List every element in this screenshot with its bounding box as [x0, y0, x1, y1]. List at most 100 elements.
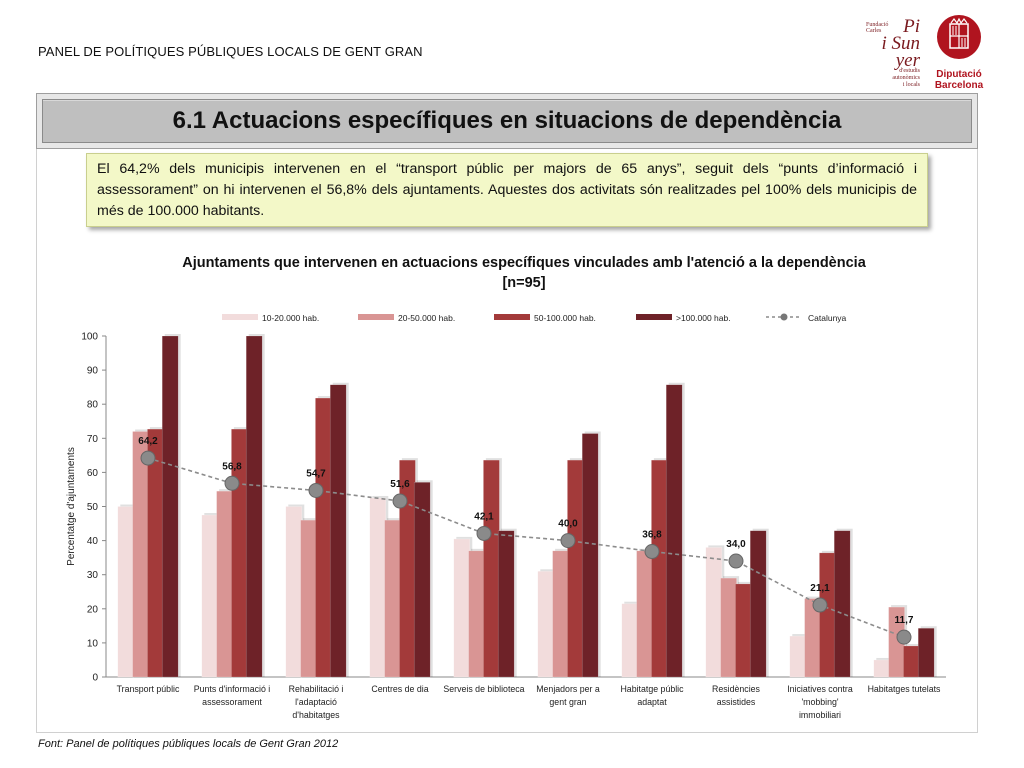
- y-tick-label: 80: [87, 400, 99, 411]
- catalunya-point-6: [560, 533, 576, 549]
- catalunya-data-label-9: 21,1: [810, 583, 830, 594]
- section-title-inner: 6.1 Actuacions específiques en situacion…: [42, 99, 972, 143]
- bar-2-8: [720, 577, 737, 678]
- bar-1-2: [201, 514, 219, 678]
- legend-label-4: >100.000 hab.: [676, 313, 731, 323]
- bar-3-10: [903, 645, 920, 678]
- x-tick-label: 'mobbing': [801, 697, 838, 707]
- catalunya-data-label-7: 36,8: [642, 530, 662, 541]
- panel-title: PANEL DE POLÍTIQUES PÚBLIQUES LOCALS DE …: [38, 44, 423, 59]
- chart-title: Ajuntaments que intervenen en actuacions…: [182, 255, 866, 271]
- bar-4-1: [161, 335, 179, 678]
- legend-swatch-3: [494, 314, 530, 320]
- fundacio-pi-sunyer-logo: Fundació Carles Pi i Sun yer d'estudis a…: [862, 16, 924, 92]
- bar-3-1: [147, 428, 164, 678]
- x-tick-label: l'adaptació: [295, 697, 337, 707]
- x-tick-label: Rehabilitació i: [289, 684, 344, 694]
- bar-1-5: [453, 538, 471, 678]
- legend-label-2: 20-50.000 hab.: [398, 313, 455, 323]
- diputacio-label: Diputació Barcelona: [934, 69, 984, 91]
- catalunya-point-2: [224, 475, 240, 491]
- catalunya-point-9: [812, 597, 828, 613]
- catalunya-point-5: [476, 525, 492, 541]
- bar-1-1: [117, 506, 135, 678]
- x-tick-label: Residències: [712, 684, 761, 694]
- bar-2-6: [552, 550, 569, 678]
- y-tick-label: 10: [87, 638, 99, 649]
- x-tick-label: assessorament: [202, 697, 262, 707]
- bar-1-9: [789, 635, 807, 678]
- bar-3-7: [651, 459, 668, 678]
- y-tick-label: 0: [92, 673, 98, 684]
- bar-4-9: [833, 530, 851, 678]
- catalunya-point-8: [728, 553, 744, 569]
- y-tick-label: 20: [87, 604, 99, 615]
- catalunya-data-label-10: 11,7: [895, 615, 914, 626]
- x-tick-label: gent gran: [549, 697, 586, 707]
- legend-label-catalunya: Catalunya: [808, 313, 847, 323]
- bar-3-3: [315, 397, 332, 678]
- catalunya-data-label-3: 54,7: [306, 468, 326, 479]
- bar-4-4: [413, 482, 431, 678]
- logo-pi-big-text: Pi i Sun yer: [881, 16, 920, 71]
- x-tick-label: adaptat: [637, 697, 667, 707]
- x-tick-label: d'habitatges: [292, 710, 340, 720]
- x-tick-label: Centres de dia: [371, 684, 428, 694]
- x-tick-label: Habitatge públic: [620, 684, 684, 694]
- y-tick-label: 30: [87, 570, 99, 581]
- legend-label-1: 10-20.000 hab.: [262, 313, 319, 323]
- dependency-actions-chart: Ajuntaments que intervenen en actuacions…: [66, 255, 946, 720]
- bar-3-8: [735, 583, 752, 678]
- summary-box: El 64,2% dels municipis intervenen en el…: [86, 153, 928, 227]
- bar-1-4: [369, 497, 387, 678]
- catalunya-data-label-5: 42,1: [474, 511, 494, 522]
- bar-4-6: [581, 433, 599, 678]
- catalunya-data-label-6: 40,0: [558, 519, 578, 530]
- bar-3-5: [483, 459, 500, 678]
- bar-2-3: [300, 519, 317, 678]
- bar-1-8: [705, 547, 723, 678]
- catalunya-point-4: [392, 493, 408, 509]
- catalunya-data-label-1: 64,2: [138, 436, 158, 447]
- diputacio-emblem-icon: [937, 15, 981, 59]
- legend-swatch-2: [358, 314, 394, 320]
- bar-2-7: [636, 550, 653, 678]
- bar-2-5: [468, 550, 485, 678]
- bar-1-6: [537, 571, 555, 678]
- logo-pi-sub-text: d'estudis autonòmics i locals: [892, 68, 920, 88]
- bar-3-6: [567, 459, 584, 678]
- diputacio-barcelona-logo: Diputació Barcelona: [934, 14, 984, 94]
- bar-4-7: [665, 384, 683, 678]
- bar-4-5: [497, 530, 515, 678]
- section-title: 6.1 Actuacions específiques en situacion…: [172, 107, 842, 134]
- bar-3-9: [819, 552, 836, 678]
- catalunya-line: [147, 457, 905, 638]
- x-tick-label: Transport públic: [117, 684, 180, 694]
- y-tick-label: 40: [87, 536, 99, 547]
- legend-swatch-1: [222, 314, 258, 320]
- catalunya-point-7: [644, 544, 660, 560]
- x-tick-label: Menjadors per a: [536, 684, 600, 694]
- catalunya-point-1: [140, 450, 156, 466]
- legend-label-3: 50-100.000 hab.: [534, 313, 596, 323]
- logo-pi-small-text: Fundació Carles: [866, 22, 889, 34]
- section-title-box: 6.1 Actuacions específiques en situacion…: [36, 93, 978, 149]
- catalunya-point-3: [308, 482, 324, 498]
- content-frame: [36, 149, 978, 733]
- x-tick-label: assistides: [717, 697, 756, 707]
- bar-2-4: [384, 519, 401, 678]
- source-footnote: Font: Panel de polítiques públiques loca…: [38, 738, 339, 750]
- legend-swatch-4: [636, 314, 672, 320]
- bar-4-10: [917, 627, 935, 678]
- y-tick-label: 90: [87, 366, 99, 377]
- x-tick-label: Punts d'informació i: [194, 684, 271, 694]
- catalunya-point-10: [896, 629, 912, 645]
- x-tick-label: Serveis de biblioteca: [443, 684, 524, 694]
- chart-subtitle: [n=95]: [502, 275, 545, 291]
- catalunya-data-label-2: 56,8: [222, 461, 242, 472]
- x-tick-label: Habitatges tutelats: [868, 684, 941, 694]
- y-tick-label: 100: [81, 332, 98, 343]
- y-tick-label: 50: [87, 502, 99, 513]
- legend-marker-catalunya: [780, 313, 788, 321]
- bar-1-10: [873, 659, 891, 678]
